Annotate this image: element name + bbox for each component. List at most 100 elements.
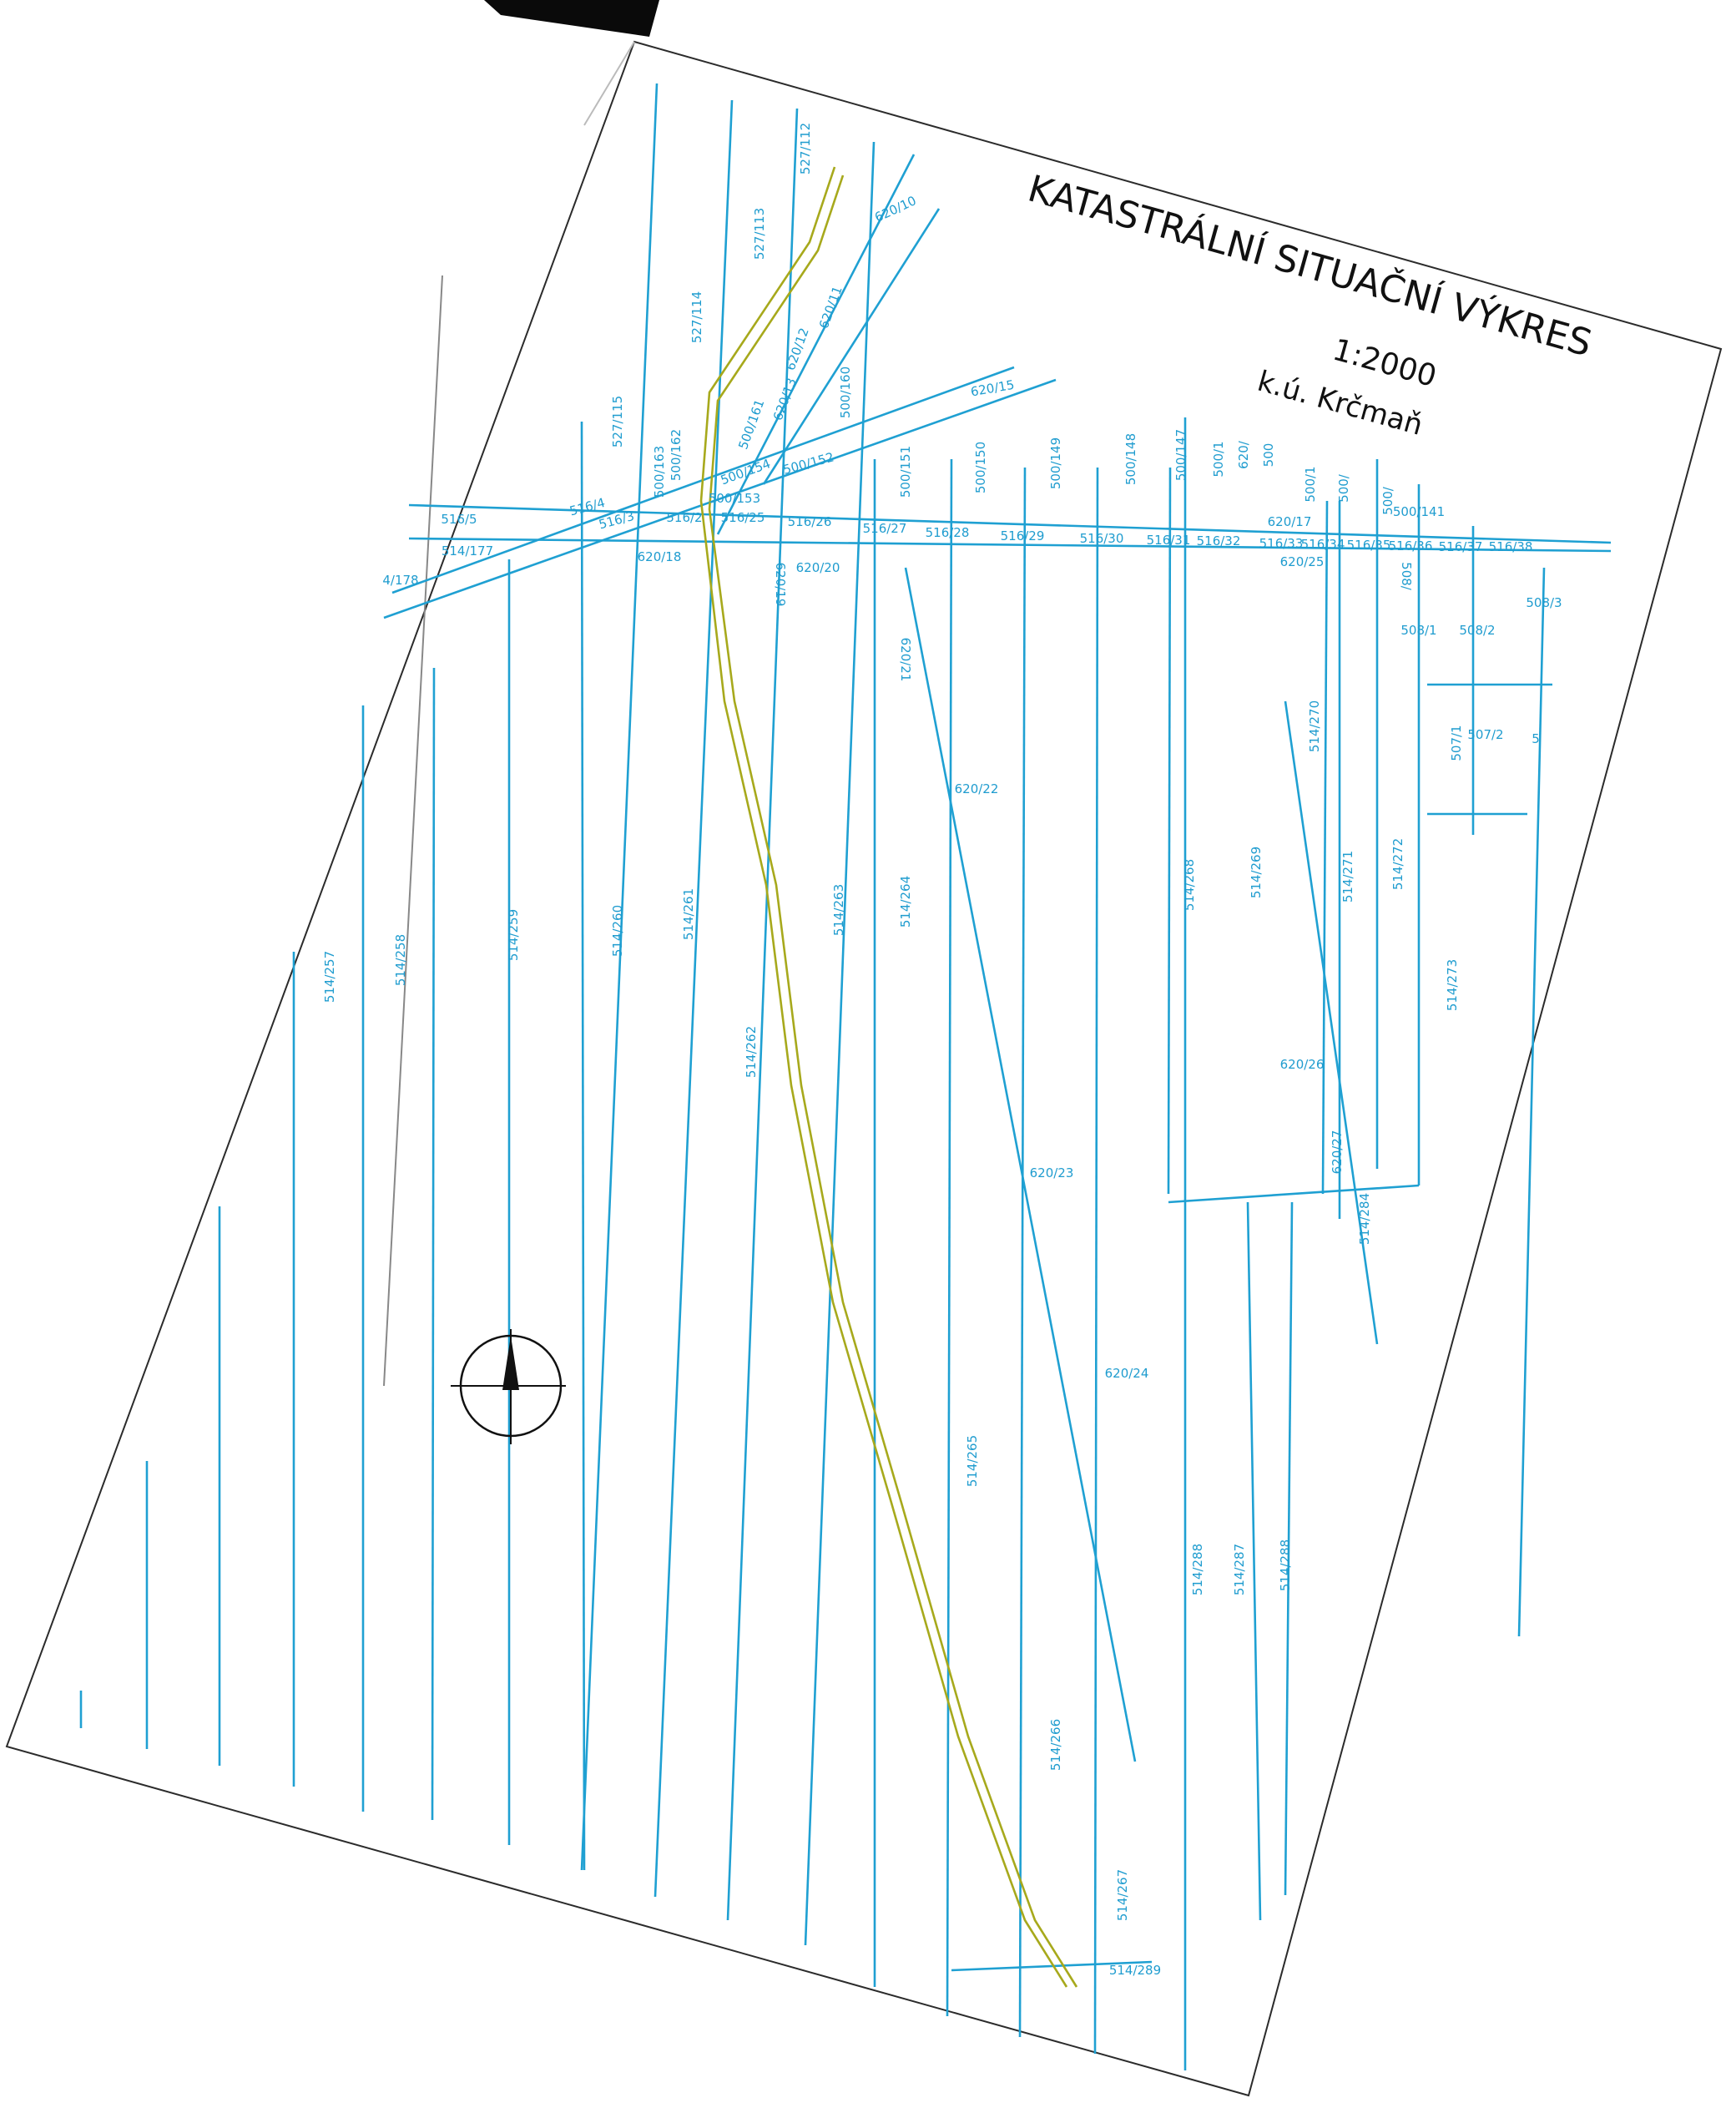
branch-line — [762, 208, 941, 485]
parcel-number-label: 527/112 — [798, 123, 813, 174]
parcel-number-label: 514/257 — [322, 951, 337, 1003]
branch-line — [1168, 1184, 1420, 1204]
branch-line — [716, 154, 916, 535]
parcel-number-label: 500/162 — [669, 429, 684, 481]
map-title: KATASTRÁLNÍ SITUAČNÍ VÝKRES — [1023, 166, 1597, 366]
parcel-number-label: 516/2 — [666, 510, 702, 525]
parcel-number-label: 620/19 — [773, 563, 788, 607]
parcel-number-label: 500/151 — [898, 446, 913, 498]
parcel-number-label: 514/284 — [1357, 1193, 1372, 1245]
parcel-number-label: 514/268 — [1182, 859, 1197, 911]
parcel-boundary — [1321, 500, 1329, 1195]
parcel-number-label: 4/178 — [382, 573, 418, 588]
road-boundary — [408, 537, 1612, 553]
parcel-number-label: 620/13 — [770, 376, 800, 422]
parcel-number-label: 620/10 — [872, 193, 918, 225]
parcel-number-label: 514/264 — [898, 876, 913, 928]
parcel-number-label: 500 — [1261, 443, 1276, 468]
parcel-number-label: 514/258 — [393, 934, 408, 986]
parcel-boundary — [580, 83, 659, 1871]
road-boundary — [408, 503, 1612, 544]
parcel-number-label: 5 — [1532, 731, 1540, 746]
parcel-boundary — [580, 421, 586, 1871]
north-arrow-icon — [451, 1329, 566, 1444]
parcel-number-label: 516/29 — [1001, 528, 1045, 543]
parcel-number-label: 500/1 — [1211, 441, 1226, 477]
parcel-number-label: 508/1 — [1400, 623, 1436, 638]
parcel-number-label: 516/36 — [1389, 538, 1433, 554]
parcel-number-label: 514/270 — [1307, 700, 1322, 752]
parcel-number-label: 514/272 — [1390, 838, 1405, 890]
parcel-number-label: 514/273 — [1445, 959, 1460, 1011]
parcel-number-label: 514/261 — [681, 888, 696, 940]
parcel-number-label: 516/34 — [1301, 537, 1345, 552]
parcel-number-label: 620/22 — [955, 781, 999, 796]
parcel-number-label: 516/27 — [863, 521, 907, 536]
scan-shadow — [484, 0, 659, 37]
parcel-number-label: 516/32 — [1197, 533, 1241, 548]
title-block: KATASTRÁLNÍ SITUAČNÍ VÝKRES 1:2000 k.ú. … — [1023, 166, 1597, 442]
parcel-boundary — [1246, 1201, 1262, 1921]
parcel-number-label: 620/ — [1236, 440, 1251, 469]
parcel-boundary — [726, 108, 799, 1921]
parcel-boundary — [654, 99, 734, 1898]
parcel-number-label: 620/18 — [638, 549, 682, 564]
parcel-number-label: 514/263 — [831, 884, 846, 936]
parcel-boundaries — [79, 83, 1612, 2070]
parcel-number-label: 514/259 — [506, 909, 521, 961]
parcel-boundary — [1018, 467, 1027, 2038]
parcel-number-label: 620/24 — [1105, 1366, 1149, 1381]
parcel-number-label: 620/26 — [1280, 1057, 1325, 1072]
parcel-number-label: 620/27 — [1330, 1130, 1345, 1175]
parcel-number-label: 500/147 — [1173, 429, 1188, 481]
parcel-number-label: 527/115 — [610, 396, 625, 447]
parcel-number-label: 516/30 — [1080, 531, 1124, 546]
parcel-number-label: 500/ — [1380, 486, 1395, 515]
parcel-number-label: 514/289 — [1109, 1963, 1161, 1978]
parcel-number-label: 514/266 — [1048, 1719, 1063, 1771]
parcel-number-label: 527/113 — [752, 208, 767, 260]
parcel-number-label: 620/25 — [1280, 554, 1325, 569]
parcel-number-label: 508/2 — [1459, 623, 1495, 638]
parcel-number-label: 516/35 — [1347, 538, 1391, 553]
parcel-number-label: 516/37 — [1439, 539, 1483, 554]
parcel-number-label: 500/141 — [1393, 504, 1445, 519]
parcel-number-label: 500/ — [1336, 473, 1351, 503]
sheet-fold — [383, 275, 443, 1387]
railway-track — [699, 166, 1078, 1988]
parcel-number-label: 500/150 — [973, 442, 988, 493]
map-scale: 1:2000 — [1329, 333, 1440, 395]
parcel-number-label: 508/3 — [1526, 595, 1562, 610]
parcel-number-label: 514/287 — [1232, 1544, 1247, 1595]
parcel-number-label: 620/17 — [1268, 514, 1312, 529]
parcel-number-label: 507/2 — [1467, 727, 1503, 742]
parcel-number-label: 620/23 — [1030, 1165, 1074, 1180]
track-axis — [699, 166, 1068, 1988]
parcel-number-label: 500/1 — [1303, 466, 1318, 502]
paper-sheet — [5, 40, 1723, 2097]
parcel-number-label: 527/114 — [689, 291, 704, 343]
parcel-number-label: 620/11 — [816, 284, 845, 331]
parcel-number-label: 516/4 — [568, 495, 606, 519]
parcel-number-label: 514/177 — [442, 543, 493, 559]
branch-line — [383, 378, 1057, 619]
sheet-fold — [583, 41, 635, 126]
parcel-number-label: 514/288 — [1190, 1544, 1205, 1595]
parcel-number-label: 507/1 — [1449, 725, 1464, 761]
branch-line — [904, 567, 1137, 1762]
parcel-number-label: 500/152 — [781, 449, 835, 478]
parcel-number-label: 500/160 — [838, 367, 853, 418]
parcel-number-label: 516/33 — [1259, 536, 1304, 551]
parcel-number-label: 500/153 — [709, 491, 760, 506]
parcel-number-label: 516/31 — [1147, 533, 1191, 548]
parcel-number-label: 516/5 — [441, 512, 477, 527]
parcel-number-label: 500/161 — [735, 397, 767, 452]
parcel-number-label: 514/262 — [744, 1026, 759, 1078]
parcel-boundary — [1517, 567, 1546, 1637]
branch-line — [951, 1960, 1153, 1972]
parcel-number-label: 516/25 — [721, 510, 765, 525]
parcel-boundary — [1167, 467, 1172, 1195]
parcel-number-label: 500/148 — [1123, 433, 1138, 485]
